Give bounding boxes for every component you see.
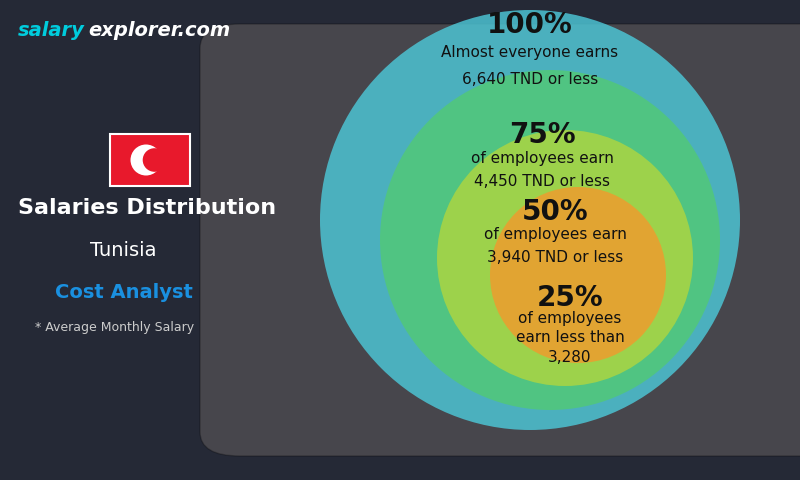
Text: salary: salary bbox=[18, 21, 85, 39]
Circle shape bbox=[437, 130, 693, 386]
Text: of employees earn: of employees earn bbox=[483, 228, 626, 242]
Text: Cost Analyst: Cost Analyst bbox=[55, 283, 193, 301]
Text: 4,450 TND or less: 4,450 TND or less bbox=[474, 175, 610, 190]
Circle shape bbox=[320, 10, 740, 430]
Text: ★: ★ bbox=[162, 154, 171, 164]
Text: Tunisia: Tunisia bbox=[90, 240, 157, 260]
Circle shape bbox=[490, 187, 666, 363]
Text: Salaries Distribution: Salaries Distribution bbox=[18, 198, 276, 218]
Text: 50%: 50% bbox=[522, 198, 588, 226]
Text: explorer.com: explorer.com bbox=[88, 21, 230, 39]
Text: earn less than: earn less than bbox=[516, 331, 624, 346]
Text: 100%: 100% bbox=[487, 11, 573, 39]
Text: of employees earn: of employees earn bbox=[470, 151, 614, 166]
Bar bbox=[110, 134, 190, 186]
FancyBboxPatch shape bbox=[200, 24, 800, 456]
Text: 6,640 TND or less: 6,640 TND or less bbox=[462, 72, 598, 87]
Circle shape bbox=[380, 70, 720, 410]
Text: 3,280: 3,280 bbox=[548, 350, 592, 365]
Text: 75%: 75% bbox=[509, 121, 575, 149]
Text: * Average Monthly Salary: * Average Monthly Salary bbox=[35, 322, 194, 335]
Circle shape bbox=[142, 148, 166, 172]
Text: 3,940 TND or less: 3,940 TND or less bbox=[487, 251, 623, 265]
Text: of employees: of employees bbox=[518, 311, 622, 325]
Circle shape bbox=[130, 144, 162, 176]
Text: 25%: 25% bbox=[537, 284, 603, 312]
Text: Almost everyone earns: Almost everyone earns bbox=[442, 45, 618, 60]
